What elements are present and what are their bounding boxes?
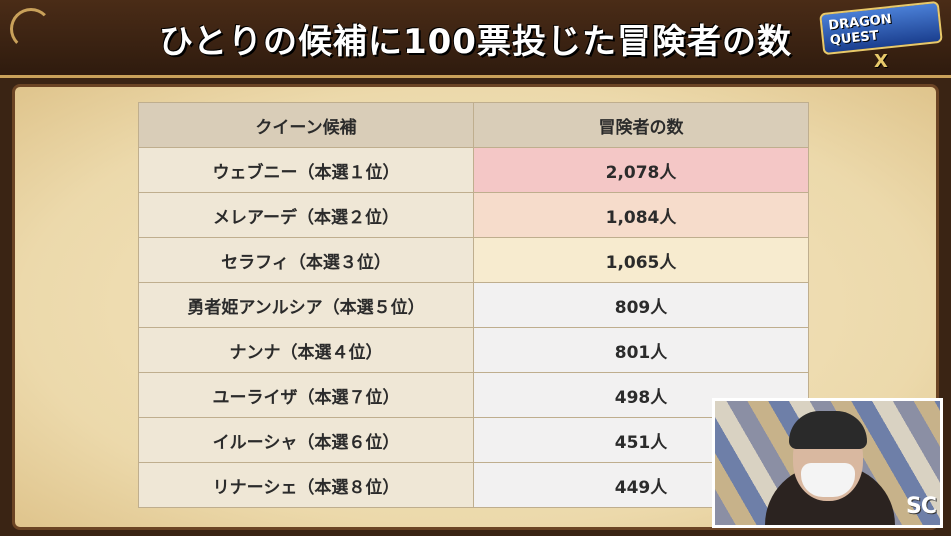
sc-watermark: SC [906,494,937,519]
candidate-name: メレアーデ（本選２位） [138,192,474,238]
adventurer-count: 1,065人 [473,237,809,283]
table-row: セラフィ（本選３位） 1,065人 [138,237,809,283]
adventurer-count: 1,084人 [473,192,809,238]
candidate-name: ウェブニー（本選１位） [138,147,474,193]
dragon-quest-logo: DRAGON QUEST X [819,0,943,72]
candidate-name: ナンナ（本選４位） [138,327,474,373]
header-candidate: クイーン候補 [138,102,474,148]
table-row: ナンナ（本選４位） 801人 [138,327,809,373]
table-row: ユーライザ（本選７位） 498人 [138,372,809,418]
adventurer-count: 498人 [473,372,809,418]
face-mask [801,463,855,497]
candidate-name: リナーシェ（本選８位） [138,462,474,508]
candidate-name: イルーシャ（本選６位） [138,417,474,463]
table-row: 勇者姫アンルシア（本選５位） 809人 [138,282,809,328]
page-title: ひとりの候補に100票投じた冒険者の数 [159,22,792,62]
webcam-overlay: SC [712,398,943,528]
logo-sub-text: X [874,50,888,72]
candidate-name: 勇者姫アンルシア（本選５位） [138,282,474,328]
title-banner: ひとりの候補に100票投じた冒険者の数 DRAGON QUEST X [0,0,951,78]
header-adventurer-count: 冒険者の数 [473,102,809,148]
adventurer-count: 2,078人 [473,147,809,193]
presenter-hair [789,411,867,449]
candidate-name: セラフィ（本選３位） [138,237,474,283]
table-row: メレアーデ（本選２位） 1,084人 [138,192,809,238]
adventurer-count: 809人 [473,282,809,328]
candidate-vote-table: クイーン候補 冒険者の数 ウェブニー（本選１位） 2,078人 メレアーデ（本選… [138,102,809,508]
left-ornament-icon [10,8,52,50]
adventurer-count: 801人 [473,327,809,373]
logo-main-text: DRAGON QUEST [819,0,943,55]
candidate-name: ユーライザ（本選７位） [138,372,474,418]
table-row: イルーシャ（本選６位） 451人 [138,417,809,463]
table-row: ウェブニー（本選１位） 2,078人 [138,147,809,193]
table-header-row: クイーン候補 冒険者の数 [138,102,809,148]
table-row: リナーシェ（本選８位） 449人 [138,462,809,508]
